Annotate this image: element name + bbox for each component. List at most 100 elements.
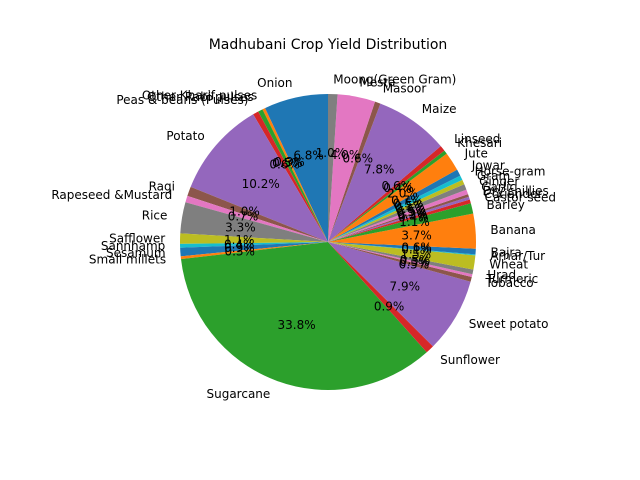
slice-percent-label: 0.5% [400, 253, 431, 267]
pie-slice-sunflower [328, 242, 433, 353]
slice-percent-label: 0.9% [224, 241, 255, 255]
slice-percent-label: 0.5% [396, 205, 427, 219]
slice-label: Other Rabi pulses [147, 90, 254, 104]
pie-slice-barley [328, 203, 474, 242]
slice-percent-label: 0.6% [401, 241, 432, 255]
slice-label: Peas & beans (Pulses) [116, 93, 248, 107]
pie-slice-sannhamp [180, 242, 328, 248]
pie-slice-horse-gram [328, 175, 463, 242]
slice-percent-label: 33.8% [278, 318, 316, 332]
pie-slice-safflower [180, 233, 328, 244]
slice-percent-label: 0.6% [382, 179, 413, 193]
slice-label: Moong(Green Gram) [333, 72, 456, 86]
pie-slice-sugarcane [181, 242, 427, 390]
pie-slice-tobacco [328, 242, 472, 282]
pie-slice-jute [328, 153, 458, 242]
pie-slice-ragi [187, 186, 328, 242]
slice-label: Arhar/Tur [490, 249, 545, 263]
slice-label: Coriander [484, 187, 543, 201]
slice-label: Ginger [479, 174, 519, 188]
pie-slice-small-millets [180, 242, 328, 260]
slice-percent-label: 0.4% [383, 181, 414, 195]
chart-title: Madhubani Crop Yield Distribution [209, 37, 448, 53]
pie-slice-gram [328, 179, 465, 242]
pie-slice-masoor [328, 101, 381, 242]
pie-slice-maize [328, 103, 441, 242]
slice-label: Sugarcane [206, 387, 270, 401]
pie-slice-other-rabi-pulses [258, 109, 328, 243]
slice-percent-label: 0.3% [224, 245, 255, 259]
pie-slice-garlic [328, 189, 469, 242]
slice-percent-label: 0.5% [394, 199, 425, 213]
pie-slice-coriander [328, 196, 470, 242]
pie-slice-dry-chillies [328, 194, 469, 242]
slice-label: Rapeseed &Mustard [51, 188, 172, 202]
slice-label: Bajra [491, 246, 522, 260]
slice-label: Onion [257, 76, 292, 90]
pie-slice-urad [328, 242, 474, 275]
pie-slice-turmeric [328, 242, 473, 278]
slice-percent-label: 0.7% [391, 193, 422, 207]
slice-percent-label: 2.0% [387, 187, 418, 201]
pie-slice-sesamum [180, 242, 328, 257]
slice-label: Ragi [149, 179, 175, 193]
slice-label: Safflower [109, 231, 165, 245]
pie-slice-potato [190, 114, 328, 242]
slice-percent-label: 0.9% [374, 299, 405, 313]
pie-slice-sweet-potato [328, 242, 471, 347]
slice-percent-label: 1.1% [399, 215, 430, 229]
slice-label: Mesta [359, 75, 395, 89]
slice-percent-label: 0.1% [401, 243, 432, 257]
slice-label: Sesamum [106, 246, 166, 260]
slice-percent-label: 1.0% [316, 146, 347, 160]
slice-label: Small millets [89, 252, 166, 266]
slice-percent-label: 0.3% [399, 255, 430, 269]
slice-percent-label: 1.1% [224, 233, 255, 247]
slice-label: Turmeric [486, 272, 539, 286]
slice-percent-label: 7.9% [390, 280, 421, 294]
slice-percent-label: 0.5% [393, 196, 424, 210]
pie-slice-mesta [328, 94, 376, 242]
pie-percent-labels: 6.8%0.3%0.5%0.6%10.2%1.0%0.7%3.3%1.1%0.4… [224, 146, 432, 332]
pie-slices [180, 94, 476, 390]
slice-label: Sweet potato [469, 317, 549, 331]
pie-slice-rice [180, 202, 328, 242]
pie-slice-jowar [328, 169, 461, 242]
pie-slice-ginger [328, 184, 467, 242]
pie-slice-wheat [328, 242, 476, 270]
pie-slice-other-kharif-pulses [262, 108, 328, 242]
slice-label: Banana [490, 223, 536, 237]
slice-percent-label: 0.3% [398, 209, 429, 223]
slice-label: Sannhamp [101, 239, 165, 253]
slice-label: Jute [464, 146, 488, 160]
slice-percent-label: 1.5% [401, 247, 432, 261]
pie-slice-linseed [328, 146, 445, 242]
slice-label: Garlic [481, 180, 516, 194]
slice-percent-label: 0.3% [397, 207, 428, 221]
slice-label: Urad [487, 268, 516, 282]
slice-percent-label: 1.0% [229, 205, 260, 219]
pie-slice-rapeseed-mustard [185, 195, 328, 242]
slice-percent-label: 6.8% [293, 148, 324, 162]
slice-label: Castor seed [485, 190, 556, 204]
slice-percent-label: 0.5% [272, 156, 303, 170]
slice-label: Masoor [383, 82, 427, 96]
slice-percent-label: 0.5% [399, 257, 430, 271]
slice-percent-label: 0.6% [343, 151, 374, 165]
slice-label: Jowar [471, 159, 505, 173]
slice-label: Barley [487, 198, 525, 212]
pie-slice-peas-beans-pulses [253, 111, 328, 243]
slice-percent-label: 0.3% [274, 155, 305, 169]
slice-label: Wheat [489, 258, 528, 272]
slice-label: Dry chillies [483, 184, 549, 198]
slice-label: Khesari [457, 136, 502, 150]
slice-percent-label: 0.4% [398, 211, 429, 225]
pie-slice-castor-seed [328, 199, 471, 242]
slice-percent-label: 0.6% [395, 202, 426, 216]
pie-slice-onion [265, 94, 328, 242]
slice-label: Potato [166, 129, 204, 143]
slice-percent-label: 3.7% [401, 228, 432, 242]
slice-label: Sunflower [440, 353, 500, 367]
